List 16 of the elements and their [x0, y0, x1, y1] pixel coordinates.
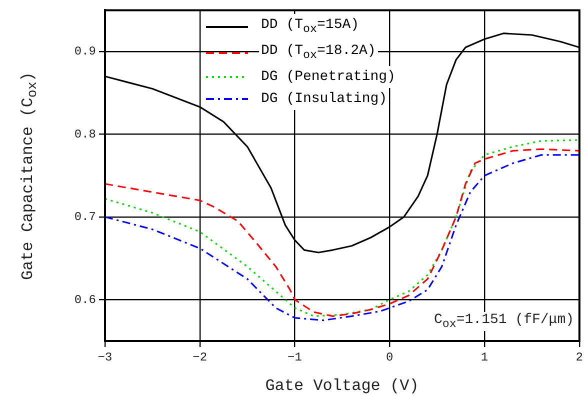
y-tick-label: 0.9: [74, 44, 96, 59]
legend-label: DG (Penetrating): [259, 66, 398, 88]
y-tick-label: 0.7: [74, 210, 96, 224]
x-tick-label: −3: [98, 350, 112, 364]
legend-label: DD (T$_{ox}$=18.2A): [259, 40, 378, 66]
x-tick-label: 2: [576, 350, 583, 364]
y-tick-label: 0.8: [74, 127, 96, 142]
legend-label: DG (Insulating): [259, 88, 390, 110]
legend-label: DD (T$_{ox}$=15A): [259, 14, 362, 40]
x-tick-label: −2: [192, 350, 208, 364]
x-tick-label: 0: [386, 350, 394, 364]
annotation: C$_{ox}$=1.151 (fF/μm): [432, 312, 576, 331]
y-tick-label: 0.6: [74, 292, 96, 307]
x-tick-label: 1: [480, 350, 488, 364]
x-axis-title: Gate Voltage (V): [263, 377, 421, 395]
x-tick-label: −1: [288, 350, 302, 364]
